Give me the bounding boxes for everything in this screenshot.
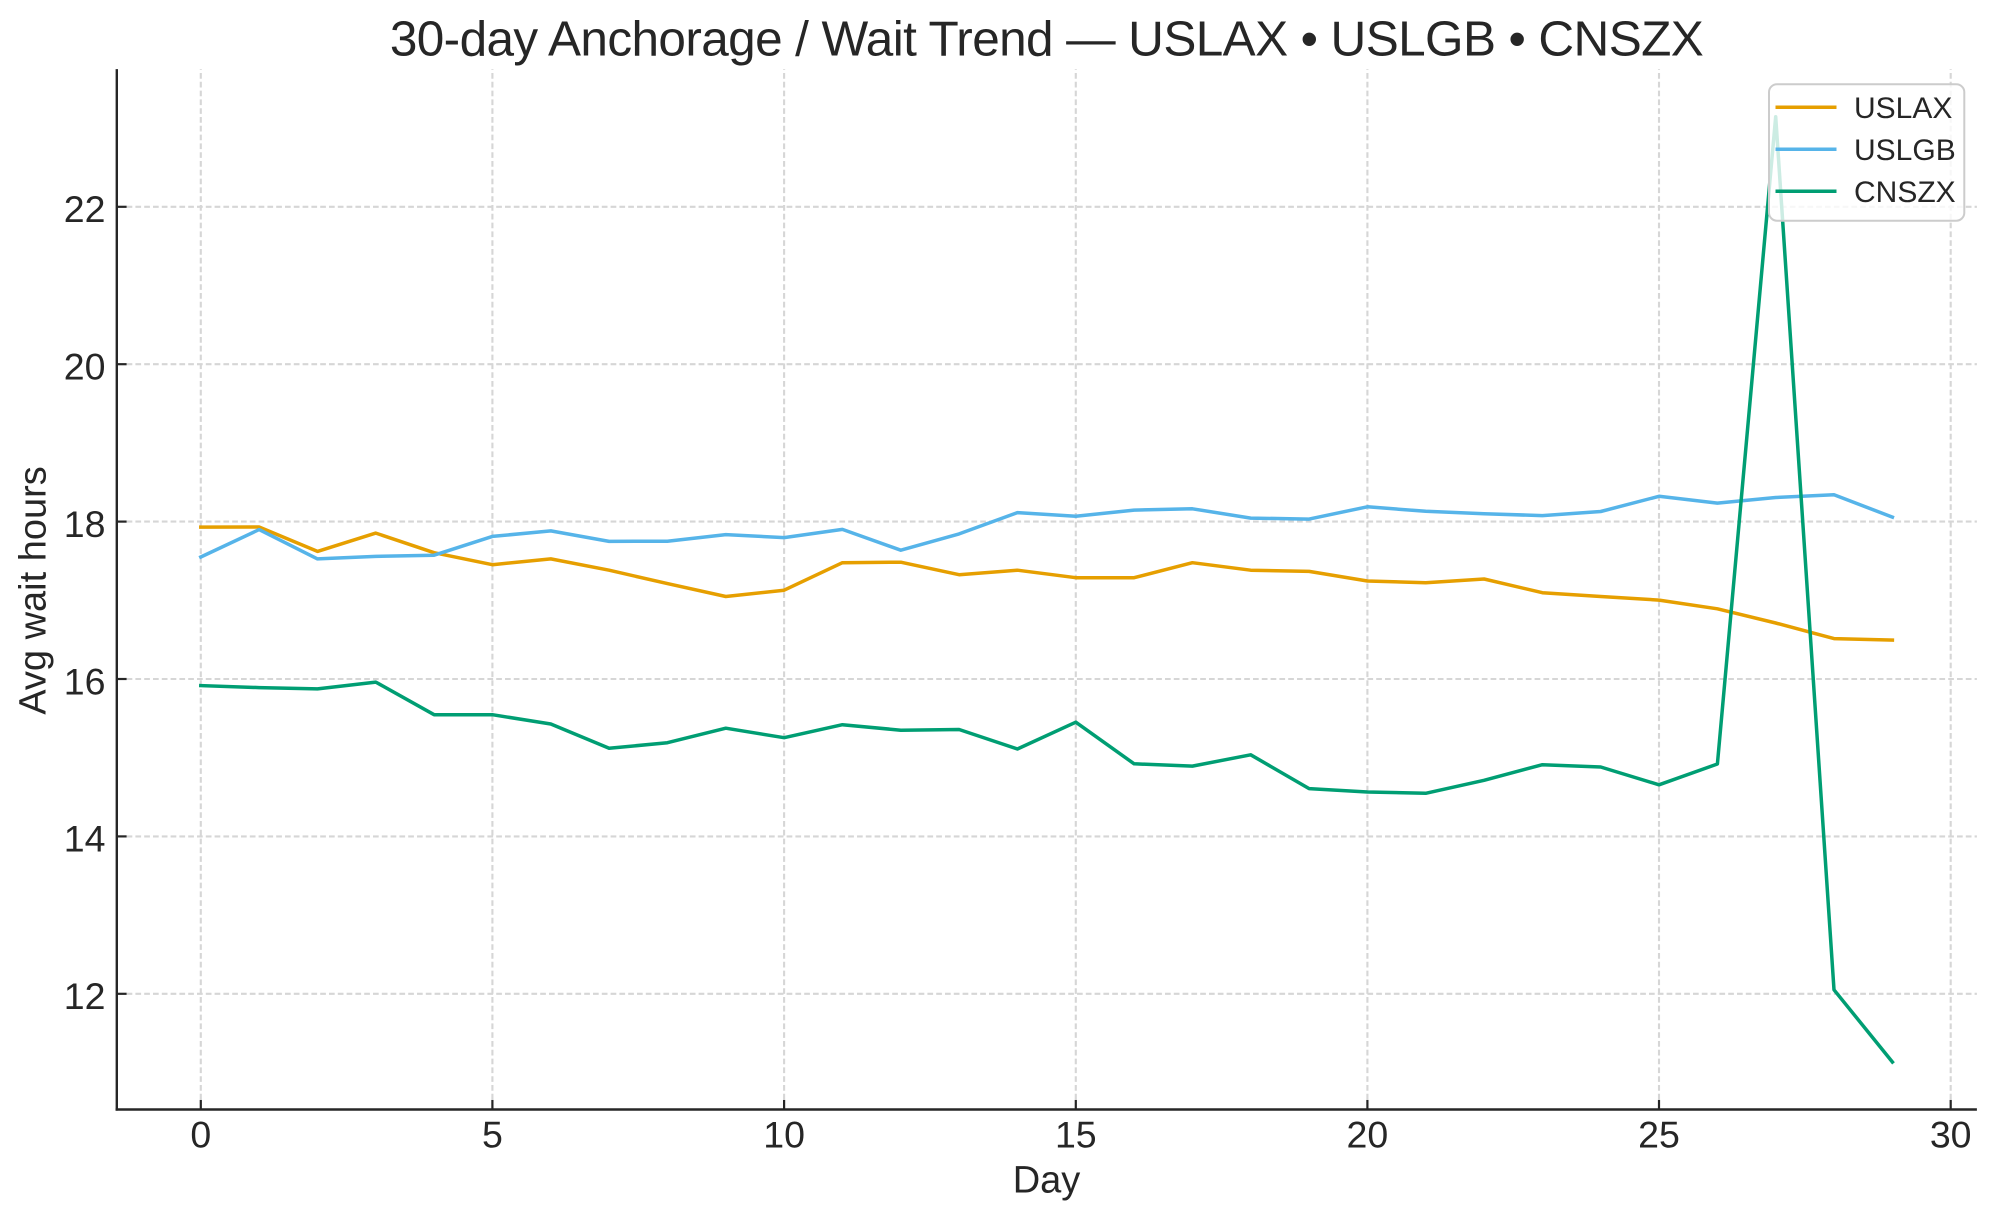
- svg-text:30: 30: [1930, 1114, 1972, 1156]
- svg-text:Avg wait hours: Avg wait hours: [13, 466, 55, 715]
- svg-text:22: 22: [64, 188, 106, 230]
- svg-text:Day: Day: [1013, 1159, 1081, 1201]
- svg-text:10: 10: [763, 1114, 805, 1156]
- svg-text:USLAX: USLAX: [1854, 92, 1952, 125]
- svg-text:16: 16: [64, 660, 106, 702]
- svg-text:USLGB: USLGB: [1854, 134, 1956, 167]
- svg-text:0: 0: [190, 1114, 211, 1156]
- svg-text:30-day Anchorage / Wait Trend: 30-day Anchorage / Wait Trend — USLAX • …: [390, 12, 1703, 67]
- svg-text:20: 20: [64, 346, 106, 388]
- svg-text:20: 20: [1347, 1114, 1389, 1156]
- svg-text:25: 25: [1638, 1114, 1680, 1156]
- svg-text:15: 15: [1055, 1114, 1097, 1156]
- svg-text:18: 18: [64, 503, 106, 545]
- svg-text:5: 5: [482, 1114, 503, 1156]
- svg-text:14: 14: [64, 818, 106, 860]
- svg-text:CNSZX: CNSZX: [1854, 176, 1956, 209]
- svg-text:12: 12: [64, 975, 106, 1017]
